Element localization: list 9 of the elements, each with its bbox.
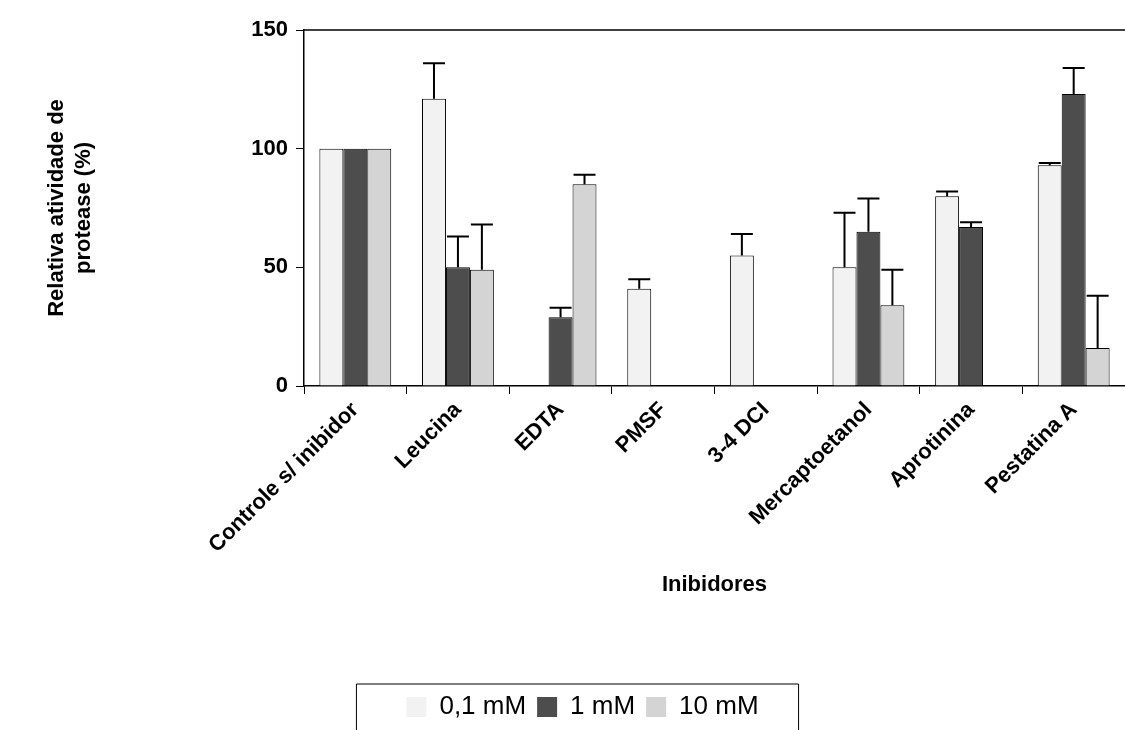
y-axis-title: Relativa atividade de protease (%) (43, 99, 95, 317)
x-axis-title: Inibidores (661, 570, 768, 596)
legend-label: 10 mM (679, 690, 759, 721)
y-tick-label: 50 (263, 253, 288, 279)
legend-label: 1 mM (570, 690, 636, 721)
y-tick-label: 0 (275, 372, 288, 398)
legend-label: 0,1 mM (439, 690, 527, 721)
y-tick-label: 150 (251, 16, 288, 42)
y-tick-label: 100 (251, 134, 288, 160)
